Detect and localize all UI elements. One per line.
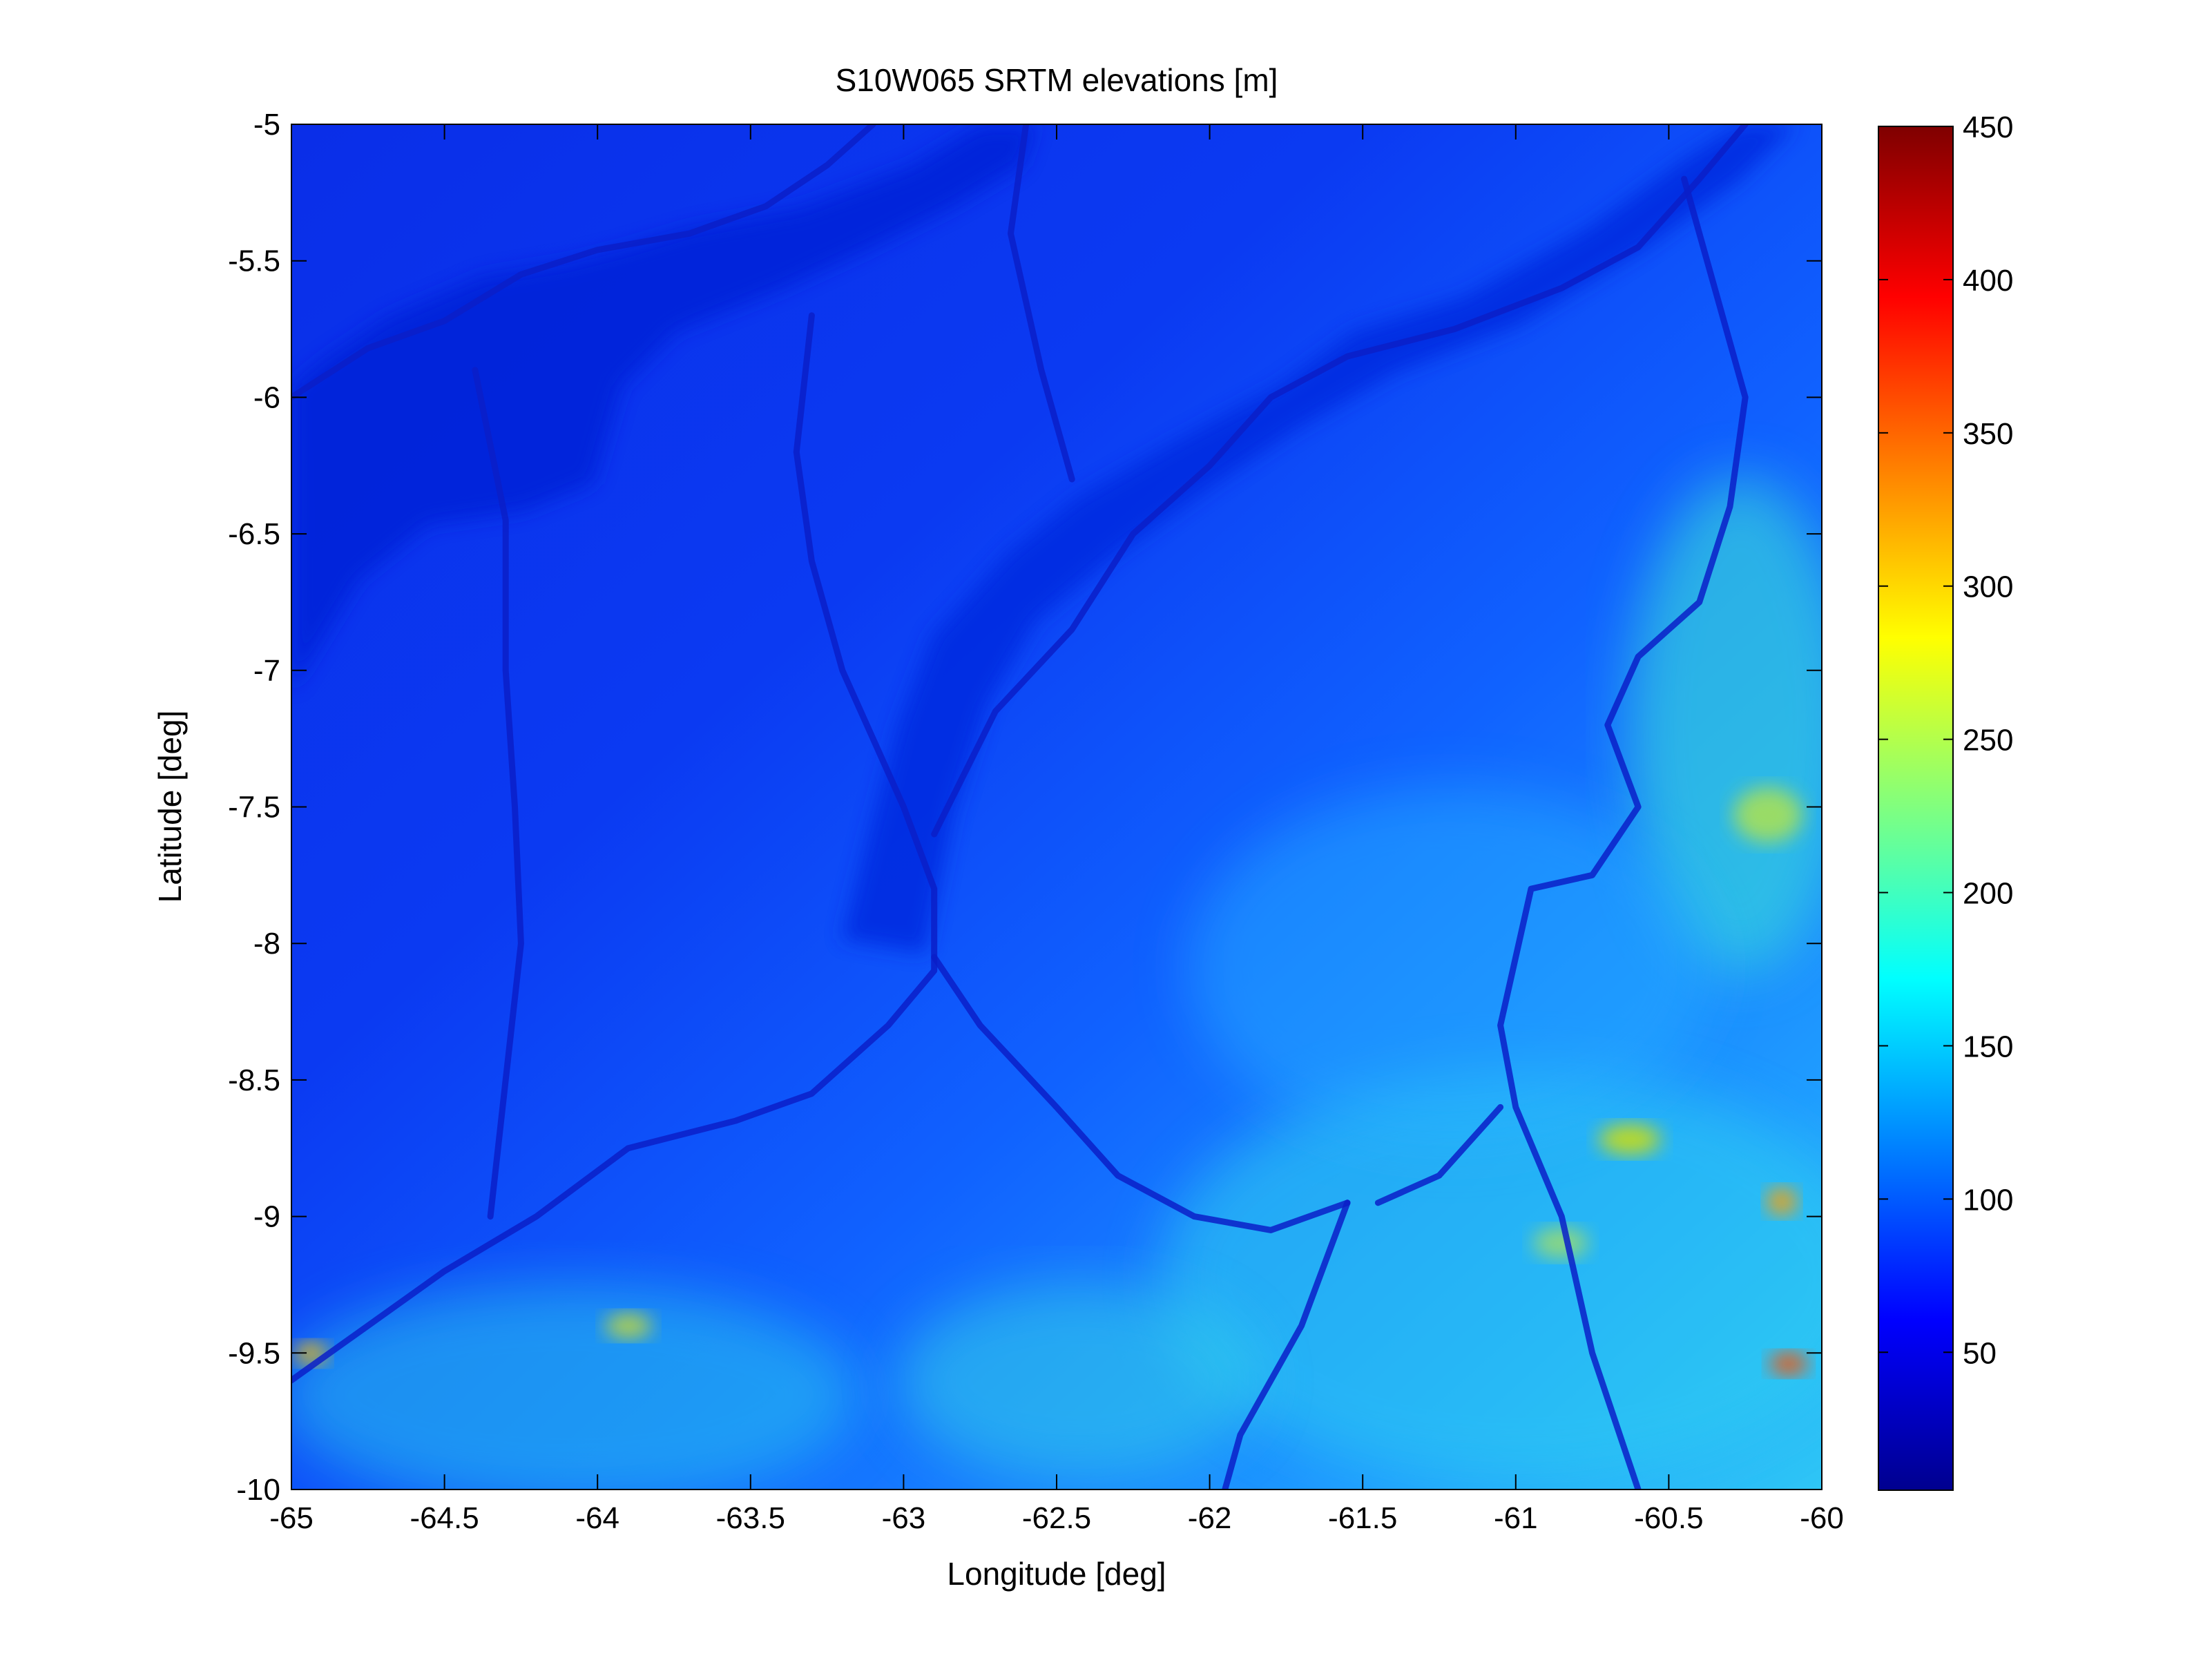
river-2 [472, 367, 524, 1220]
x-axis: -65 -64.5 -64 -63.5 -63 -62.5 -62 -61.5 -61 -60.5… [269, 124, 1844, 1535]
colorbar-tick-label: 450 [1963, 110, 2013, 144]
colorbar-gradient [1878, 126, 1953, 1490]
colorbar-tick-label: 50 [1963, 1336, 1997, 1370]
colorbar-tick-label: 150 [1963, 1030, 2013, 1063]
y-tick-label: -9.5 [228, 1336, 280, 1370]
hotspot-5 [1733, 787, 1802, 842]
upland-center-east [1188, 787, 1713, 1146]
colorbar-tick-label: 400 [1963, 264, 2013, 298]
x-tick-label: -64.5 [410, 1501, 479, 1535]
floodplain-central [843, 124, 1796, 953]
y-tick-label: -6.5 [228, 517, 280, 551]
y-tick-label: -9 [253, 1200, 280, 1234]
highland-south-central [898, 1284, 1257, 1478]
hotspot-4 [1769, 1353, 1808, 1375]
hotspot-3 [1767, 1188, 1797, 1215]
y-tick-label: -5 [253, 108, 280, 142]
y-tick-label: -8.5 [228, 1063, 280, 1097]
colorbar-frame [1878, 126, 1954, 1491]
highland-southwest [291, 1284, 856, 1490]
y-tick-label: -7 [253, 654, 280, 688]
colorbar-tick-label: 100 [1963, 1183, 2013, 1217]
river-9 [1374, 1103, 1504, 1206]
colorbar-tick-label: 300 [1963, 570, 2013, 604]
x-tick-label: -65 [269, 1501, 314, 1535]
colorbar-tick-label: 250 [1963, 724, 2013, 758]
elevation-map [291, 124, 1822, 1490]
y-tick-label: -7.5 [228, 791, 280, 825]
colorbar-tick-label: 350 [1963, 417, 2013, 451]
x-tick-label: -63 [882, 1501, 926, 1535]
x-tick-label: -61.5 [1328, 1501, 1397, 1535]
chart-title: S10W065 SRTM elevations [m] [836, 62, 1278, 98]
x-tick-label: -60.5 [1634, 1501, 1703, 1535]
x-tick-label: -61 [1494, 1501, 1538, 1535]
colorbar-tick-label: 200 [1963, 877, 2013, 911]
river-3 [291, 312, 938, 1384]
x-tick-label: -60 [1800, 1501, 1844, 1535]
river-5 [931, 124, 1749, 838]
river-1 [291, 124, 876, 401]
hotspot-1 [1599, 1124, 1661, 1155]
x-tick-label: -62 [1188, 1501, 1232, 1535]
colorbar-axis: 50 100 150 200 250 300 350 400 450 [1878, 110, 2013, 1370]
highland-east [1630, 476, 1822, 974]
y-tick-label: -8 [253, 927, 280, 961]
hotspot-6 [605, 1313, 652, 1338]
y-tick-label: -10 [236, 1473, 280, 1507]
river-7 [1497, 175, 1749, 1490]
y-axis-label: Latitude [deg] [152, 711, 188, 903]
y-axis: -5 -5.5 -6 -6.5 -7 -7.5 -8 -8.5 -9 -9.5 -10 [228, 108, 1822, 1507]
hotspot-2 [1533, 1228, 1588, 1258]
highland-southeast [1160, 1070, 1822, 1485]
river-6 [1008, 124, 1075, 483]
x-tick-label: -63.5 [716, 1501, 785, 1535]
river-4 [931, 954, 1351, 1233]
x-tick-label: -62.5 [1022, 1501, 1091, 1535]
y-tick-label: -5.5 [228, 244, 280, 278]
x-axis-label: Longitude [deg] [947, 1556, 1166, 1592]
y-tick-label: -6 [253, 380, 280, 414]
river-8 [1222, 1199, 1351, 1490]
river-network [291, 124, 1749, 1490]
x-tick-label: -64 [575, 1501, 619, 1535]
